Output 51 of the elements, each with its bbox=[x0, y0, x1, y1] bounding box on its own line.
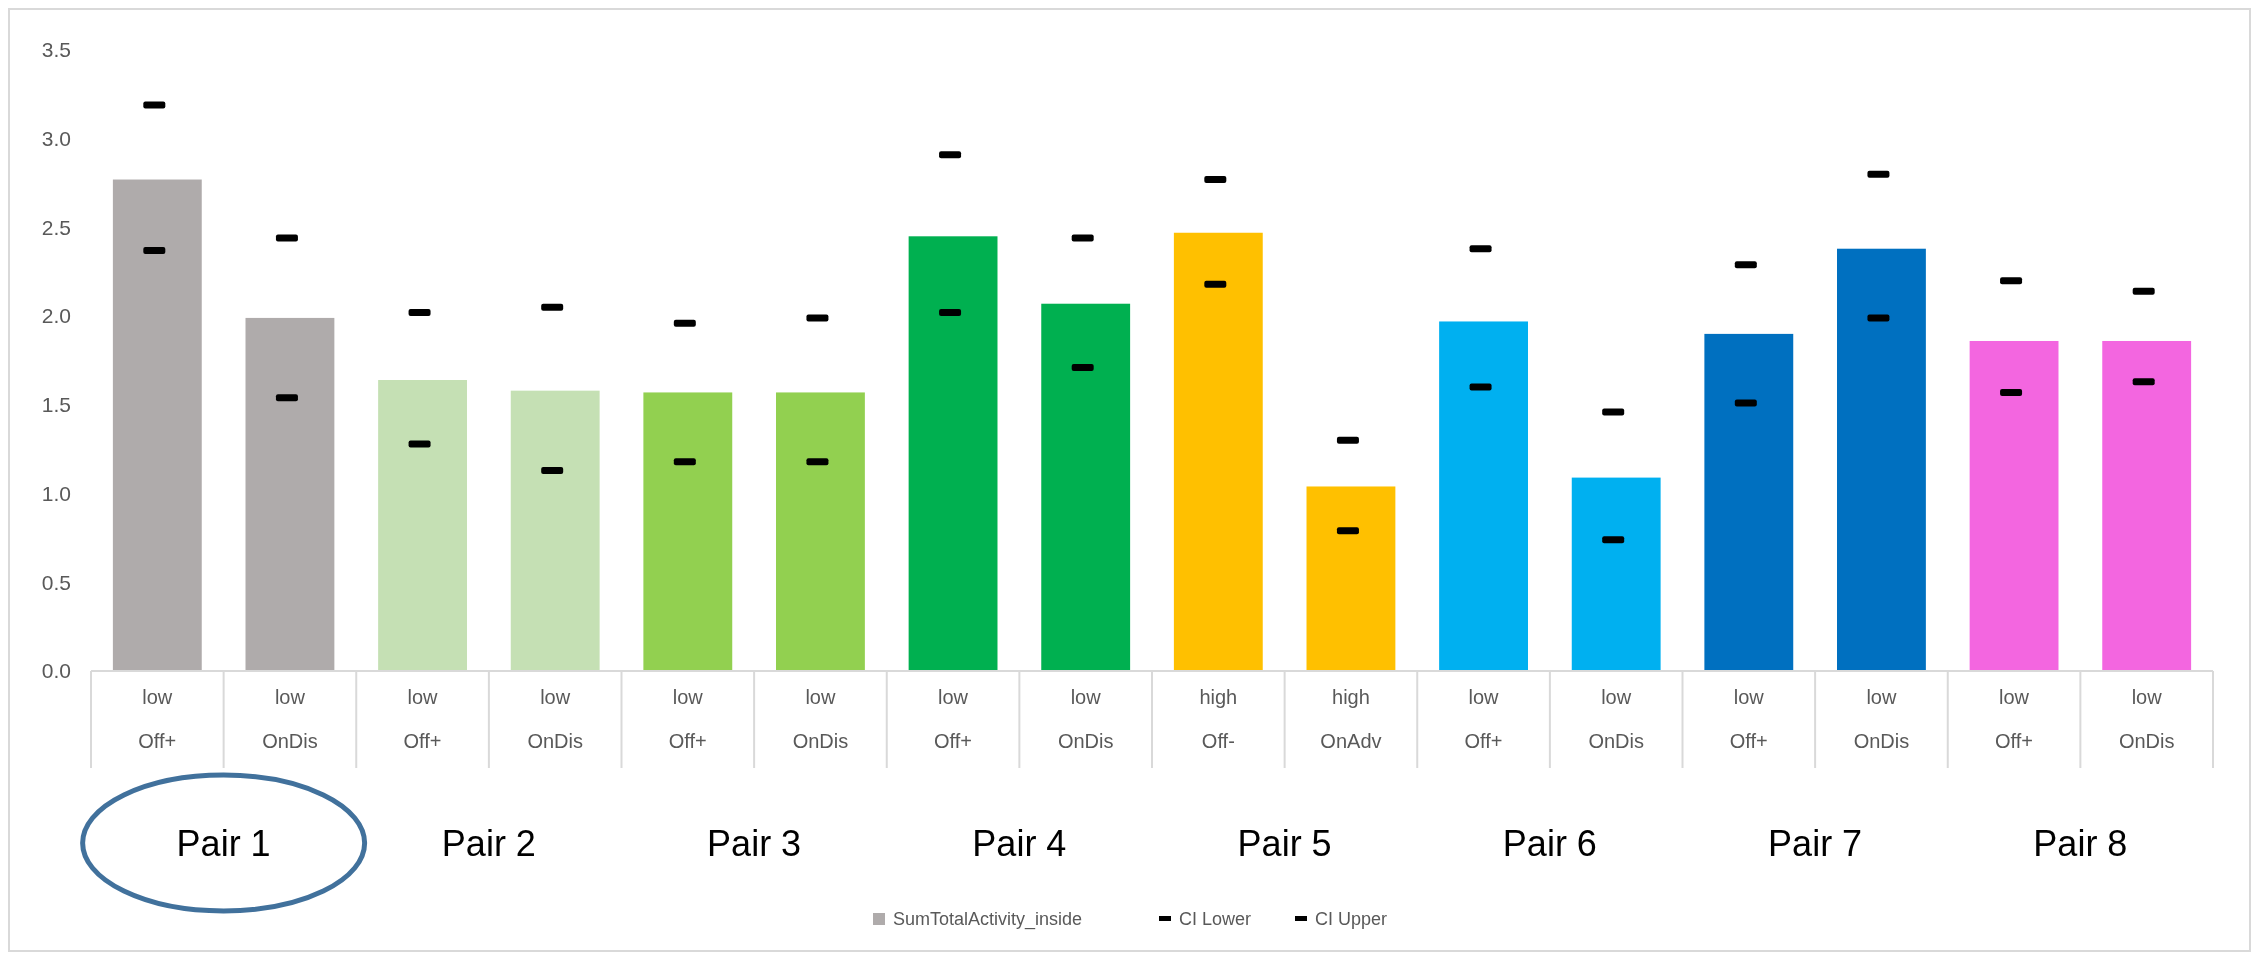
x-tick-label: low OnDis bbox=[1588, 686, 1644, 752]
text: Pair 1 bbox=[176, 822, 271, 864]
x-tick-label: low OnDis bbox=[792, 686, 849, 752]
y-tick-label: 3.5 bbox=[41, 38, 71, 62]
text: Pair 3 bbox=[707, 822, 802, 864]
x-tick-label: high Off- bbox=[1199, 686, 1238, 752]
bar bbox=[112, 179, 202, 671]
x-tick-label: low OnDis bbox=[2118, 686, 2175, 752]
bar bbox=[245, 317, 335, 671]
bar bbox=[1969, 340, 2059, 671]
legend-label: CI Lower bbox=[1179, 909, 1252, 930]
text: Pair 6 bbox=[1502, 822, 1597, 864]
bar bbox=[1173, 232, 1263, 671]
x-tick-label: high OnAdv bbox=[1320, 686, 1382, 752]
y-tick-label: 3.0 bbox=[41, 127, 71, 151]
y-tick-label: 0.0 bbox=[41, 659, 71, 683]
bar bbox=[1306, 486, 1396, 671]
text: Pair 7 bbox=[1768, 822, 1863, 864]
x-tick-label: low Off+ bbox=[138, 686, 177, 752]
y-tick-label: 2.0 bbox=[41, 304, 71, 328]
text: Pair 5 bbox=[1237, 822, 1332, 864]
bar bbox=[776, 392, 865, 671]
x-tick-label: low Off+ bbox=[1995, 686, 2034, 752]
bar bbox=[908, 236, 998, 671]
y-tick-label: 0.5 bbox=[41, 570, 71, 594]
bar bbox=[1837, 248, 1926, 671]
x-tick-label: low Off+ bbox=[668, 686, 707, 752]
bar bbox=[378, 380, 467, 671]
x-tick-label: low Off+ bbox=[403, 686, 442, 752]
y-tick-label: 1.5 bbox=[41, 393, 71, 417]
bar bbox=[1571, 477, 1661, 671]
x-tick-label: low OnDis bbox=[1057, 686, 1114, 752]
x-tick-label: low OnDis bbox=[527, 686, 583, 752]
text: Pair 8 bbox=[2033, 822, 2128, 864]
y-tick-label: 2.5 bbox=[41, 215, 71, 239]
bar bbox=[2102, 340, 2192, 671]
x-tick-label: low Off+ bbox=[1464, 686, 1503, 752]
bar bbox=[643, 392, 733, 671]
text: Pair 4 bbox=[972, 822, 1067, 864]
x-tick-label: low Off+ bbox=[1729, 686, 1768, 752]
x-tick-label: low OnDis bbox=[262, 686, 318, 752]
legend-label: SumTotalActivity_inside bbox=[893, 909, 1083, 931]
bar bbox=[1439, 321, 1528, 671]
bar bbox=[510, 390, 600, 671]
legend-label: CI Upper bbox=[1315, 909, 1388, 930]
text: Pair 2 bbox=[441, 822, 536, 864]
x-tick-label: low Off+ bbox=[934, 686, 973, 752]
bar bbox=[1704, 333, 1794, 671]
bar bbox=[1041, 303, 1131, 671]
x-tick-label: low OnDis bbox=[1853, 686, 1910, 752]
y-tick-label: 1.0 bbox=[41, 481, 71, 505]
